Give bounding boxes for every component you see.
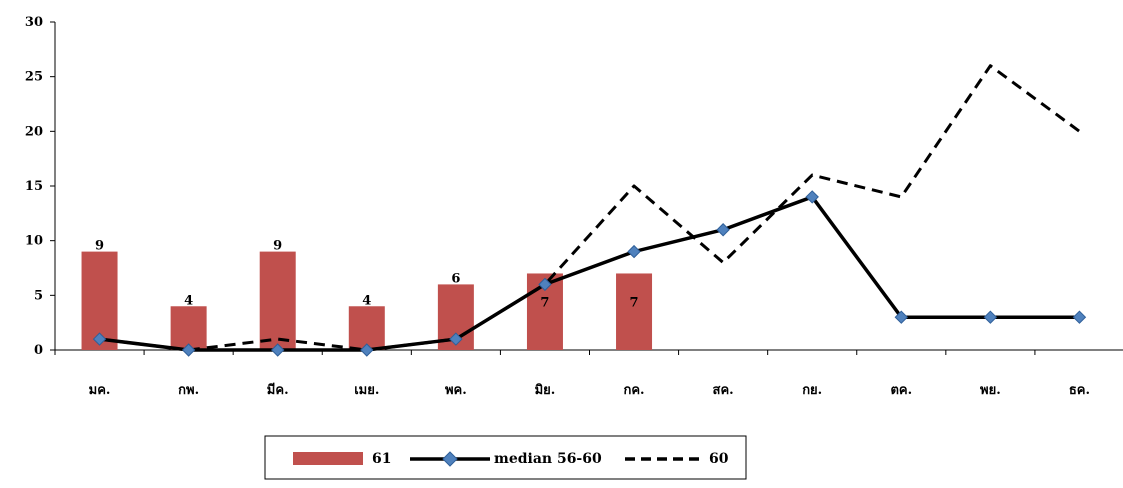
x-tick-label: พค.	[445, 383, 467, 398]
x-tick-label: พย.	[980, 383, 1001, 398]
bar	[259, 251, 296, 350]
x-tick-label: มิย.	[535, 383, 556, 398]
x-tick-label: มีค.	[267, 382, 289, 398]
x-tick-label: เมย.	[354, 383, 379, 398]
bar	[348, 306, 385, 350]
median-marker	[92, 332, 107, 346]
bar-data-label: 4	[362, 293, 371, 308]
series-line-60	[99, 64, 1081, 352]
y-tick-label: 25	[25, 70, 43, 85]
median-marker	[271, 343, 285, 357]
median-marker	[716, 223, 730, 237]
median-marker	[894, 310, 908, 324]
median-marker	[627, 244, 641, 259]
legend-label-61: 61	[372, 451, 391, 467]
x-tick-label: กย.	[802, 383, 822, 398]
legend-label-median: median 56-60	[494, 451, 602, 467]
bar-data-label: 9	[273, 239, 282, 254]
x-tick-label: มค.	[89, 383, 111, 398]
bar-data-label: 7	[630, 295, 639, 310]
bar-data-label: 7	[540, 295, 549, 310]
median-marker	[181, 343, 196, 357]
x-tick-label: ตค.	[890, 383, 912, 398]
median-marker	[538, 277, 552, 292]
series-line-median	[99, 195, 1080, 352]
legend: 61 median 56-60 60	[264, 435, 747, 480]
y-tick-label: 10	[25, 234, 43, 249]
plot-area: 0 5 10 15 20 25 30 มค. กพ. มีค. เมย. พค. มิย. กค. สค. ก…	[25, 15, 1123, 398]
y-tick-label: 20	[25, 124, 43, 139]
bar-data-label: 9	[95, 239, 104, 254]
legend-swatch-61	[293, 452, 363, 465]
x-tick-label: กพ.	[178, 383, 199, 398]
bar-data-label: 4	[184, 293, 193, 308]
legend-label-60: 60	[709, 451, 729, 467]
bar	[170, 306, 207, 350]
y-tick-label: 30	[25, 15, 43, 30]
bar	[616, 273, 653, 350]
median-marker	[805, 190, 819, 204]
x-tick-label: กค.	[623, 383, 644, 398]
x-tick-label: ธค.	[1069, 383, 1090, 398]
median-marker	[1072, 310, 1087, 324]
y-tick-label: 0	[34, 343, 43, 358]
median-marker	[360, 343, 374, 357]
median-marker	[983, 310, 998, 324]
legend-marker-median	[442, 451, 458, 467]
y-tick-label: 5	[34, 288, 43, 303]
y-tick-label: 15	[25, 179, 43, 194]
bar-data-label: 6	[451, 271, 460, 286]
median-marker	[449, 332, 463, 346]
x-tick-label: สค.	[713, 383, 734, 398]
